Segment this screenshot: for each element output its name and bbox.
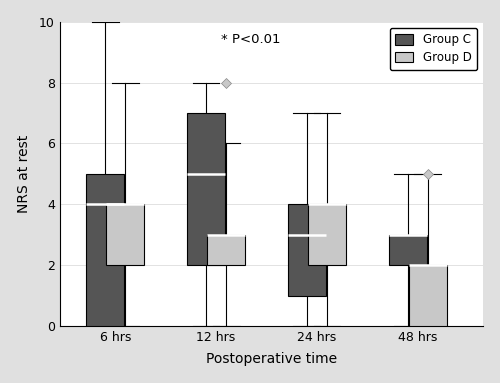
Bar (187, 113, 225, 265)
Bar (288, 205, 326, 296)
Bar (388, 235, 427, 265)
Bar (308, 205, 346, 265)
Bar (408, 265, 447, 326)
Text: * P<0.01: * P<0.01 (221, 33, 280, 46)
Bar (106, 205, 144, 265)
X-axis label: Postoperative time: Postoperative time (206, 352, 337, 366)
Bar (207, 235, 246, 265)
Bar (86, 174, 124, 326)
Y-axis label: NRS at rest: NRS at rest (16, 135, 30, 213)
Legend: Group C, Group D: Group C, Group D (390, 28, 478, 70)
